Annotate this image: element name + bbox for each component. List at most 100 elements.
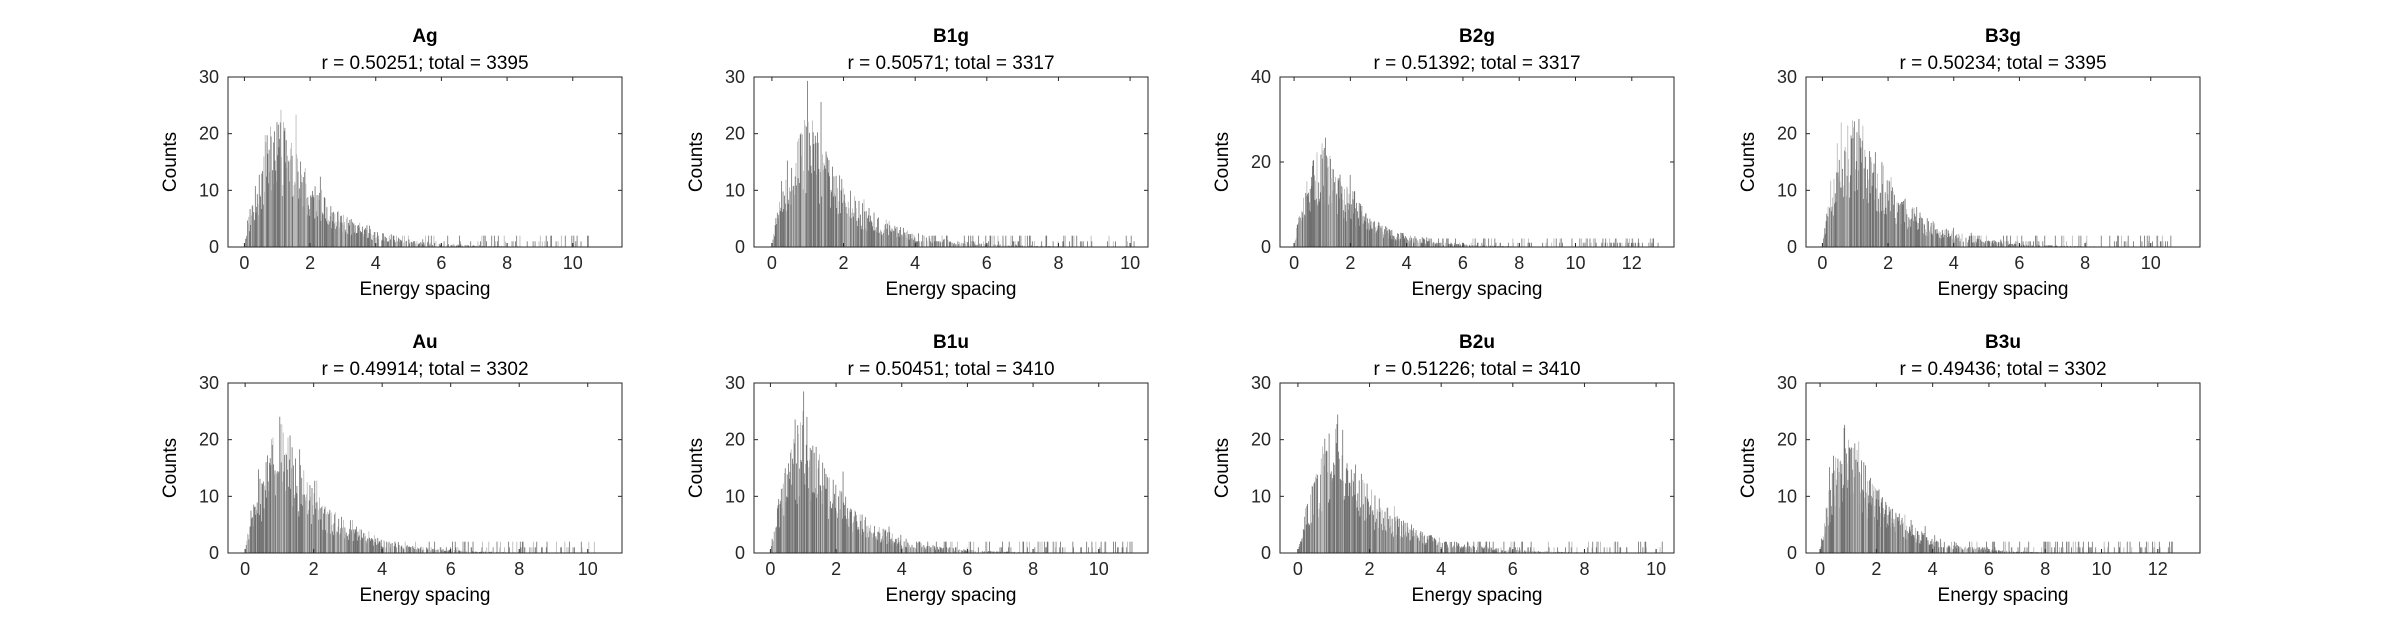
y-tick-label: 30 (725, 67, 745, 87)
bar (1903, 200, 1904, 247)
bar (793, 439, 795, 553)
bar (784, 195, 785, 247)
bar (1869, 480, 1870, 553)
bar (400, 241, 402, 247)
bar (839, 490, 841, 553)
bar (1355, 208, 1357, 247)
bar (882, 528, 884, 553)
bar (2117, 235, 2119, 247)
bar (789, 191, 791, 247)
bar (1372, 227, 1374, 247)
bar (2035, 551, 2037, 553)
bar (1454, 547, 1456, 553)
bar (1312, 486, 1314, 553)
bar (259, 194, 261, 247)
bar (2140, 547, 2142, 553)
bar (883, 229, 885, 247)
bar (408, 546, 410, 553)
x-tick-label: 8 (1053, 253, 1063, 273)
x-axis-label: Energy spacing (1412, 279, 1543, 300)
bar (413, 547, 414, 553)
bar (1041, 541, 1043, 553)
bar (1949, 547, 1951, 553)
bar (1548, 547, 1550, 553)
bar (1883, 517, 1884, 553)
bar (869, 221, 871, 247)
bar (1871, 495, 1873, 553)
bar (1385, 226, 1387, 247)
bar (1905, 530, 1906, 553)
bar (2075, 541, 2076, 553)
bar (870, 220, 872, 247)
bar (1381, 523, 1382, 553)
bar (1349, 204, 1351, 247)
bar (1961, 233, 1963, 247)
bar (269, 458, 271, 553)
bar (483, 551, 485, 553)
bar (1408, 540, 1410, 553)
bar (1992, 551, 1994, 553)
y-tick-label: 0 (209, 237, 219, 257)
bar (248, 216, 250, 247)
bar (2059, 547, 2061, 553)
bar (2066, 241, 2067, 247)
bar (1882, 508, 1884, 553)
bar (988, 241, 990, 247)
bar (1988, 241, 1990, 247)
bar (249, 231, 250, 247)
x-tick-label: 0 (1293, 559, 1303, 579)
bar (1314, 180, 1316, 247)
bar (1870, 157, 1872, 247)
x-tick-label: 0 (240, 559, 250, 579)
bar (274, 470, 276, 553)
bar (1407, 240, 1409, 247)
bar (252, 212, 254, 247)
bar (1328, 195, 1330, 247)
bar (1402, 525, 1404, 553)
bar (889, 225, 891, 247)
bar (482, 551, 484, 553)
bar (1316, 198, 1317, 247)
bar (324, 198, 326, 247)
bar (1934, 230, 1936, 247)
bar (1472, 545, 1474, 553)
bar (958, 550, 960, 553)
x-tick-label: 6 (2014, 253, 2024, 273)
bar (1321, 143, 1323, 247)
bar (1976, 541, 1978, 553)
x-tick-label: 8 (2040, 559, 2050, 579)
bar (1419, 238, 1421, 247)
bar (307, 197, 309, 247)
bar (391, 542, 393, 553)
bar (1600, 541, 1602, 553)
bar (1638, 242, 1640, 247)
bar (1644, 541, 1646, 553)
bar (369, 540, 371, 553)
bar (1939, 237, 1941, 247)
bar (834, 493, 835, 553)
bar (1595, 242, 1597, 247)
bar (1368, 228, 1370, 247)
bar (1493, 550, 1495, 553)
y-tick-label: 20 (199, 430, 219, 450)
bar (1501, 550, 1503, 553)
bar (978, 235, 980, 247)
x-tick-label: 10 (2141, 253, 2161, 273)
x-tick-label: 2 (831, 559, 841, 579)
bar (1983, 243, 1985, 247)
bar (1370, 225, 1371, 247)
bar (571, 235, 573, 247)
bar (790, 449, 792, 553)
bar (296, 154, 298, 247)
bar (892, 230, 894, 247)
bar (917, 241, 919, 247)
bar (996, 551, 998, 553)
bar (1305, 195, 1307, 247)
bar (1918, 541, 1919, 553)
bar (455, 547, 457, 553)
bar (1475, 245, 1477, 247)
bar (1359, 516, 1361, 553)
bar (1870, 504, 1872, 553)
bar (1416, 535, 1418, 553)
x-tick-label: 2 (839, 253, 849, 273)
